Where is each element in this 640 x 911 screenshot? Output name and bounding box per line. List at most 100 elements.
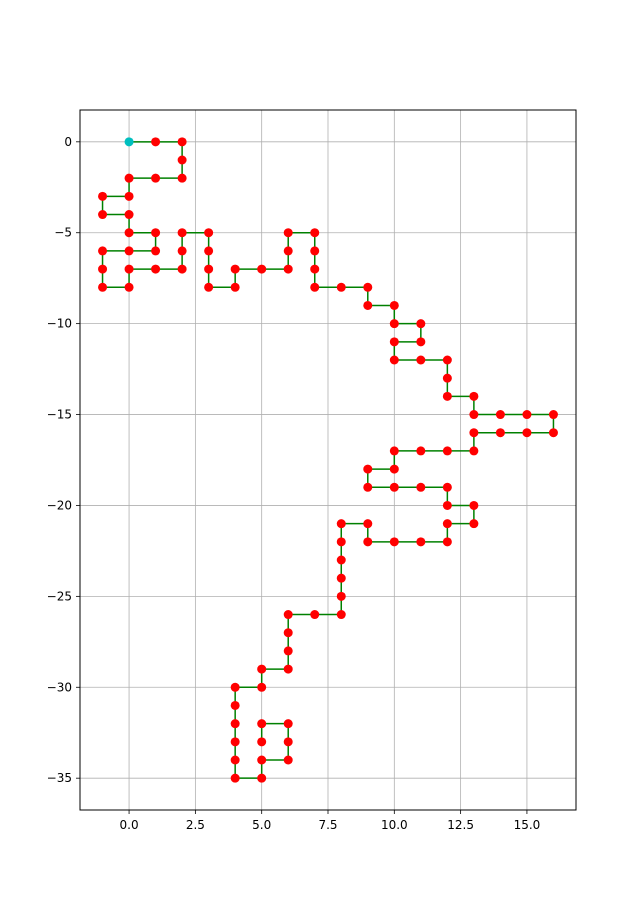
path-point <box>98 246 108 256</box>
path-point <box>177 173 187 183</box>
path-point <box>442 482 452 492</box>
path-point <box>389 482 399 492</box>
x-tick-label: 2.5 <box>186 818 205 832</box>
y-tick-label: −10 <box>47 317 72 331</box>
path-point <box>522 410 532 420</box>
path-point <box>98 210 108 220</box>
path-point <box>389 337 399 347</box>
path-point <box>124 264 134 274</box>
start-point <box>124 137 134 147</box>
path-point <box>257 773 267 783</box>
path-point <box>124 173 134 183</box>
path-point <box>416 482 426 492</box>
path-point <box>336 555 346 565</box>
path-point <box>416 537 426 547</box>
path-point <box>283 719 293 729</box>
y-tick-label: −30 <box>47 680 72 694</box>
path-point <box>151 246 161 256</box>
y-tick-label: 0 <box>64 135 72 149</box>
y-tick-label: −25 <box>47 589 72 603</box>
path-point <box>230 700 240 710</box>
path-point <box>389 319 399 329</box>
path-point <box>230 755 240 765</box>
path-point <box>283 246 293 256</box>
path-point <box>177 264 187 274</box>
x-axis: 0.0 2.5 5.0 7.5 10.0 12.5 15.0 <box>120 810 541 832</box>
y-axis: 0 −5 −10 −15 −20 −25 −30 −35 <box>47 135 80 785</box>
path-point <box>230 282 240 292</box>
path-point <box>310 610 320 620</box>
path-point <box>442 391 452 401</box>
path-point <box>363 282 373 292</box>
path-point <box>310 282 320 292</box>
path-point <box>416 446 426 456</box>
point-markers <box>98 137 558 783</box>
path-point <box>283 737 293 747</box>
path-point <box>416 319 426 329</box>
path-point <box>442 537 452 547</box>
y-tick-label: −5 <box>54 226 72 240</box>
path-point <box>336 573 346 583</box>
path-point <box>442 355 452 365</box>
path-point <box>283 628 293 638</box>
x-tick-label: 10.0 <box>381 818 408 832</box>
path-point <box>230 719 240 729</box>
path-point <box>98 282 108 292</box>
path-point <box>151 137 161 147</box>
path-point <box>336 591 346 601</box>
path-point <box>230 682 240 692</box>
x-tick-label: 0.0 <box>120 818 139 832</box>
path-point <box>442 500 452 510</box>
path-point <box>98 191 108 201</box>
path-point <box>469 428 479 438</box>
path-point <box>495 428 505 438</box>
path-point <box>124 191 134 201</box>
path-point <box>416 337 426 347</box>
path-point <box>469 410 479 420</box>
path-point <box>548 410 558 420</box>
path-point <box>124 282 134 292</box>
path-point <box>177 228 187 238</box>
path-point <box>283 646 293 656</box>
path-point <box>389 300 399 310</box>
path-point <box>548 428 558 438</box>
path-point <box>363 482 373 492</box>
path-point <box>124 246 134 256</box>
path-point <box>283 755 293 765</box>
path-point <box>363 537 373 547</box>
path-point <box>336 282 346 292</box>
path-point <box>336 519 346 529</box>
x-tick-label: 15.0 <box>514 818 541 832</box>
path-point <box>151 228 161 238</box>
path-point <box>469 391 479 401</box>
y-tick-label: −35 <box>47 771 72 785</box>
path-point <box>230 264 240 274</box>
path-point <box>336 610 346 620</box>
path-point <box>257 755 267 765</box>
path-point <box>177 155 187 165</box>
path-point <box>469 500 479 510</box>
path-point <box>336 537 346 547</box>
path-point <box>283 664 293 674</box>
path-point <box>230 773 240 783</box>
path-point <box>363 519 373 529</box>
path-point <box>204 246 214 256</box>
path-point <box>257 719 267 729</box>
path-point <box>257 682 267 692</box>
path-point <box>363 464 373 474</box>
path-point <box>257 737 267 747</box>
path-point <box>522 428 532 438</box>
path-point <box>177 246 187 256</box>
path-point <box>230 737 240 747</box>
path-point <box>310 246 320 256</box>
path-point <box>124 210 134 220</box>
path-point <box>177 137 187 147</box>
path-point <box>204 264 214 274</box>
x-tick-label: 5.0 <box>252 818 271 832</box>
path-point <box>98 264 108 274</box>
path-point <box>469 446 479 456</box>
path-point <box>257 264 267 274</box>
path-point <box>310 264 320 274</box>
